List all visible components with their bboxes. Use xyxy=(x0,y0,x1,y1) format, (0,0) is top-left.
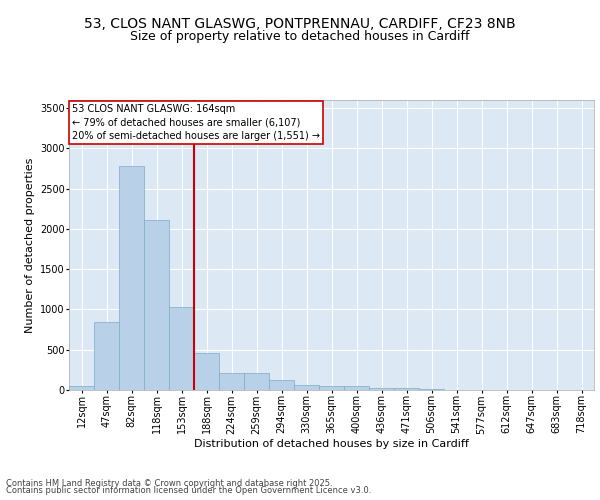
Y-axis label: Number of detached properties: Number of detached properties xyxy=(25,158,35,332)
X-axis label: Distribution of detached houses by size in Cardiff: Distribution of detached houses by size … xyxy=(194,439,469,449)
Text: 53 CLOS NANT GLASWG: 164sqm
← 79% of detached houses are smaller (6,107)
20% of : 53 CLOS NANT GLASWG: 164sqm ← 79% of det… xyxy=(71,104,320,141)
Bar xyxy=(144,220,169,390)
Bar xyxy=(69,386,94,390)
Text: Contains HM Land Registry data © Crown copyright and database right 2025.: Contains HM Land Registry data © Crown c… xyxy=(6,478,332,488)
Bar xyxy=(394,388,419,390)
Bar xyxy=(344,386,369,390)
Bar xyxy=(94,322,119,390)
Bar xyxy=(169,307,194,390)
Text: Size of property relative to detached houses in Cardiff: Size of property relative to detached ho… xyxy=(130,30,470,43)
Bar xyxy=(369,388,394,390)
Bar xyxy=(244,372,269,390)
Bar xyxy=(119,166,144,390)
Text: Contains public sector information licensed under the Open Government Licence v3: Contains public sector information licen… xyxy=(6,486,371,495)
Bar xyxy=(269,380,294,390)
Bar xyxy=(419,389,444,390)
Bar xyxy=(294,385,319,390)
Text: 53, CLOS NANT GLASWG, PONTPRENNAU, CARDIFF, CF23 8NB: 53, CLOS NANT GLASWG, PONTPRENNAU, CARDI… xyxy=(84,18,516,32)
Bar xyxy=(219,372,244,390)
Bar xyxy=(194,354,219,390)
Bar xyxy=(319,386,344,390)
